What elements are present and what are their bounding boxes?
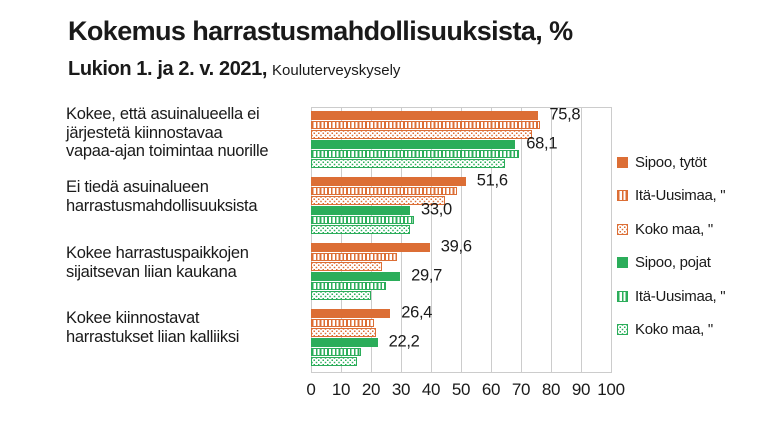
legend-item: Itä-Uusimaa, " [617,285,726,307]
x-tick-label: 0 [306,380,316,399]
category-label: Kokee kiinnostavat harrastukset liian kal… [66,309,310,346]
bar-value-label: 29,7 [411,266,443,285]
legend-label: Sipoo, tytöt [635,153,707,171]
bar [311,328,377,337]
chart-subtitle-main: Lukion 1. ja 2. v. 2021, [68,58,268,80]
legend-item: Itä-Uusimaa, " [617,185,726,207]
bar [311,347,362,357]
chart-title: Kokemus harrastusmahdollisuuksista, % [68,16,573,46]
x-tick-label: 70 [511,380,531,399]
category-label-line: sijaitsevan liian kaukana [66,262,237,281]
bar-group: 75,8 68,1 [311,106,612,168]
bar-value-label: 26,4 [401,303,433,322]
bar [311,186,457,196]
bar-value-label: 75,8 [549,105,581,124]
legend-item: Sipoo, pojat [617,252,725,274]
category-label-line: vapaa-ajan toimintaa nuorille [66,142,269,161]
x-tick-label: 80 [541,380,561,399]
legend-label: Koko maa, " [635,321,713,338]
legend-item: Koko maa, " [617,319,725,341]
legend-swatch-striped-green [617,290,628,302]
legend-label: Itä-Uusimaa, " [635,287,726,305]
x-tick-label: 20 [361,380,381,399]
bar-group: 39,6 29,7 [311,238,612,300]
x-tick-label: 10 [331,380,351,399]
bar [311,215,415,225]
legend-swatch-solid-orange [617,156,628,168]
bar: 22,2 [311,333,420,351]
bar: 33,0 [311,201,452,219]
x-axis: 0 10 20 30 40 50 60 70 80 90 100 [306,380,625,400]
bar [311,196,445,205]
bar: 29,7 [311,267,442,285]
chart-subtitle: Lukion 1. ja 2. v. 2021, Kouluterveyskyse… [68,58,400,81]
category-label-line: harrastusmahdollisuuksista [66,196,258,215]
category-label-line: Ei tiedä asuinalueen [66,178,209,196]
x-tick-label: 90 [571,380,591,399]
bar-value-label: 33,0 [421,200,452,219]
bar [311,130,533,139]
bar: 68,1 [311,135,558,153]
x-tick-label: 30 [391,380,411,399]
x-tick-label: 100 [597,380,625,399]
plot-area: 75,8 68,1 51,6 33,0 39,6 29,7 26,4 22,2 [311,106,612,373]
legend-label: Sipoo, pojat [635,254,711,271]
bar [311,281,386,291]
chart-subtitle-source: Kouluterveyskysely [272,62,401,79]
bar [311,149,520,159]
bar [311,291,372,300]
bar-value-label: 68,1 [526,134,558,153]
category-label-line: Kokee kiinnostavat [66,309,200,327]
legend-item: Koko maa, " [617,218,725,240]
legend-label: Koko maa, " [635,220,713,238]
category-label-line: Kokee, että asuinalueella ei [66,105,260,123]
legend-swatch-striped-orange [617,190,628,201]
bar: 51,6 [311,172,508,190]
category-label: Ei tiedä asuinalueen harrastusmahdollisuu… [66,178,310,215]
category-label-line: Kokee harrastuspaikkojen [66,244,249,262]
bar: 39,6 [311,238,472,256]
bar-value-label: 22,2 [388,332,420,351]
category-label-line: järjestetä kiinnostavaa [66,123,223,142]
category-label-line: harrastukset liian kalliiksi [66,327,240,346]
bar: 26,4 [311,304,432,322]
bar [311,159,506,168]
category-label: Kokee harrastuspaikkojen sijaitsevan liia… [66,244,310,281]
bar [311,252,398,262]
bar: 75,8 [311,106,581,124]
bar [311,262,383,271]
category-label: Kokee, että asuinalueella ei järjestetä k… [66,105,310,161]
legend-swatch-dotted-green [617,324,628,335]
bar-value-label: 51,6 [476,171,508,190]
bar [311,318,375,328]
bar-value-label: 39,6 [440,237,472,256]
legend-item: Sipoo, tytöt [617,151,725,173]
legend: Sipoo, tytöt Itä-Uusimaa, " Koko maa, " Sip… [617,151,726,341]
x-tick-label: 60 [481,380,501,399]
bar [311,357,357,366]
bar-group: 26,4 22,2 [311,304,612,366]
x-tick-label: 40 [421,380,441,399]
bar [311,225,410,234]
legend-swatch-dotted-orange [617,223,628,235]
bar-group: 51,6 33,0 [311,172,612,234]
x-tick-label: 50 [451,380,471,399]
bar [311,120,540,130]
legend-swatch-solid-green [617,257,628,268]
legend-label: Itä-Uusimaa, " [635,187,726,204]
